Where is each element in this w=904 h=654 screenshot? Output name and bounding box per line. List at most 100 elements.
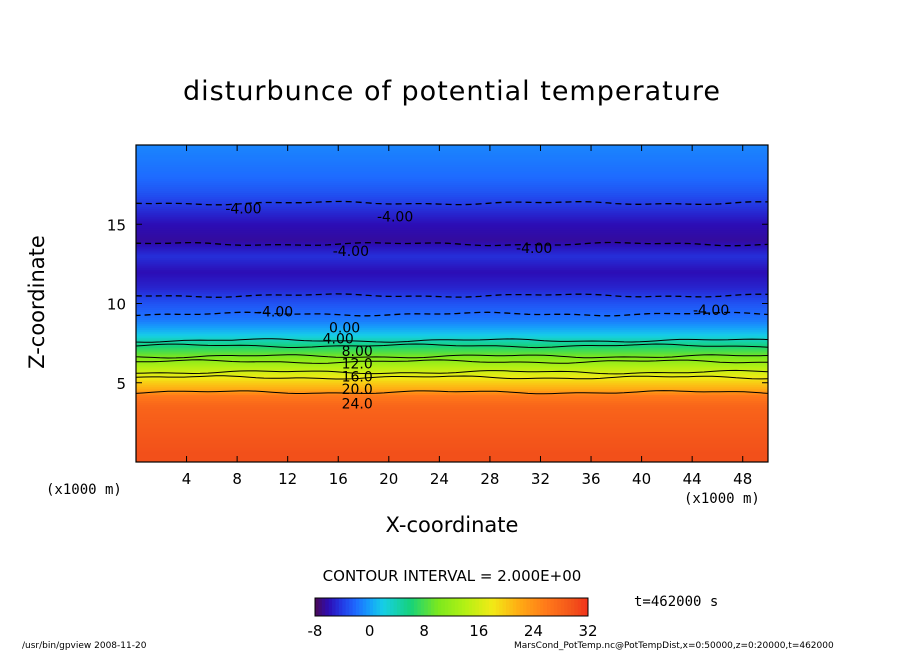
colorbar-level (393, 598, 398, 616)
contour-label: 4.00 (323, 331, 354, 347)
field-band (136, 196, 768, 199)
field-band (136, 394, 768, 398)
field-band (136, 304, 768, 308)
field-band (136, 172, 768, 176)
y-tick-label: 10 (107, 296, 126, 314)
x-tick-label: 20 (379, 470, 398, 488)
contour-line (136, 375, 768, 380)
field-band (136, 168, 768, 172)
field-band (136, 431, 768, 435)
field-band (136, 249, 768, 253)
colorbar-level (369, 598, 374, 616)
colorbar-tick-label: 32 (578, 622, 597, 640)
field-band (136, 435, 768, 439)
colorbar-level (376, 598, 381, 616)
contour-line (136, 241, 768, 247)
field-band (136, 368, 768, 372)
field-band (136, 308, 768, 312)
colorbar-level (536, 598, 541, 616)
field-band (136, 158, 768, 162)
field-band (136, 186, 768, 190)
field-band (136, 326, 768, 330)
colorbar-level (362, 598, 367, 616)
field-band (136, 263, 768, 267)
field-band (136, 215, 768, 219)
colorbar-level (506, 598, 510, 616)
x-axis-label: X-coordinate (385, 513, 519, 537)
colorbar-level (427, 598, 432, 616)
x-tick-label: 36 (581, 470, 600, 488)
field-band (136, 437, 768, 441)
field-band (136, 162, 768, 166)
field-band (136, 265, 768, 269)
colorbar-tick-label: 0 (365, 622, 375, 640)
field-band (136, 451, 768, 455)
colorbar-level (461, 598, 466, 616)
contour-line (136, 293, 768, 298)
field-band (136, 342, 768, 346)
field-band (136, 154, 768, 158)
field-band (136, 182, 768, 186)
colorbar-level (471, 598, 476, 616)
x-tick-label: 24 (430, 470, 449, 488)
field-band (136, 352, 768, 356)
field-band (136, 217, 768, 221)
colorbar-level (434, 598, 439, 616)
colorbar-level (413, 598, 418, 616)
colorbar-level (338, 598, 343, 616)
contour-label: 20.0 (342, 382, 373, 398)
field-band (136, 150, 768, 154)
contour-lines (136, 200, 768, 395)
field-band (136, 417, 768, 421)
x-unit-right: (x1000 m) (684, 491, 760, 507)
field-band (136, 277, 768, 281)
x-tick-label: 28 (480, 470, 499, 488)
colorbar-level (482, 598, 486, 616)
contour-labels: -4.00 -4.00 -4.00 -4.00 -4.00 -4.00 0.004.008.… (225, 201, 729, 412)
field-band (136, 271, 768, 275)
colorbar-level (533, 598, 538, 616)
field-band (136, 231, 768, 235)
field-band (136, 269, 768, 273)
colorbar-level (328, 598, 333, 616)
field-band (136, 398, 768, 402)
field-band (136, 201, 768, 205)
colorbar-level (475, 598, 480, 616)
colorbar-level (321, 598, 326, 616)
field-band (136, 324, 768, 328)
field-band (136, 421, 768, 425)
colorbar-level (465, 598, 469, 616)
x-tick-label: 4 (182, 470, 192, 488)
field-band (136, 413, 768, 417)
field-band (136, 423, 768, 427)
field-band (136, 350, 768, 354)
colorbar-level (512, 598, 517, 616)
field-band (136, 233, 768, 237)
field-band (136, 259, 768, 263)
colorbar-level (315, 598, 319, 616)
contour-label: -4.00 (225, 201, 261, 217)
contour-label: -4.00 (516, 241, 552, 257)
colorbar-level (454, 598, 459, 616)
field-band (136, 205, 768, 209)
field-band (136, 273, 768, 277)
field-band (136, 376, 768, 380)
field-band (136, 166, 768, 170)
field-band (136, 197, 768, 201)
contour-label: 16.0 (342, 369, 373, 385)
field-band (136, 287, 768, 291)
colorbar-level (567, 598, 572, 616)
colorbar-level (458, 598, 463, 616)
contour-label: -4.00 (693, 303, 729, 319)
field-band (136, 275, 768, 279)
colorbar-level (437, 598, 442, 616)
footer-data-source: MarsCond_PotTemp.nc@PotTempDist,x=0:5000… (514, 641, 834, 651)
contour-label: -4.00 (377, 209, 413, 225)
field-band (136, 322, 768, 326)
field-band (136, 245, 768, 249)
contour-label: 0.00 (329, 320, 360, 336)
colorbar-level (318, 598, 323, 616)
time-label: t=462000 s (634, 594, 719, 610)
field-band (136, 146, 768, 150)
colorbar-level (332, 598, 336, 616)
